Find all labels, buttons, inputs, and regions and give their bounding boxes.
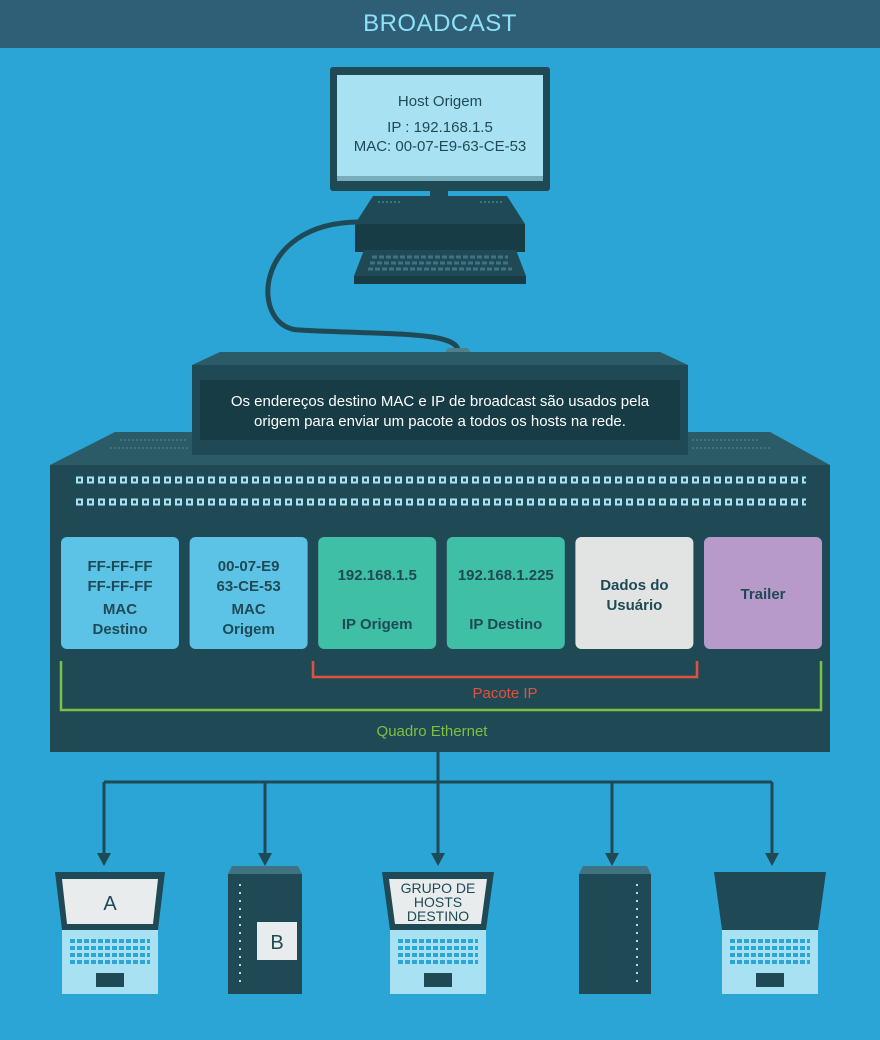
note-line-1: Os endereços destino MAC e IP de broadca…: [231, 393, 650, 410]
laptop-a-screen: [62, 879, 158, 924]
field-box: [61, 537, 179, 649]
ethernet-frame-label: Quadro Ethernet: [377, 723, 489, 740]
arrow-head-laptop: [765, 853, 779, 866]
switch-chassis-top: [50, 432, 830, 465]
arrow-heads: [97, 853, 779, 866]
host-server-2: [579, 866, 651, 994]
arrow-head-group: [431, 853, 445, 866]
cpu-unit-front: [355, 224, 525, 252]
screen-taskbar: [337, 176, 543, 181]
field-text: FF-FF-FF: [88, 558, 153, 575]
title-bar: BROADCAST: [0, 0, 880, 48]
laptop-group-screen: [389, 879, 487, 924]
monitor-title: Host Origem: [398, 93, 482, 110]
group-label-line-2: HOSTS: [414, 894, 462, 910]
arrow-head-b: [258, 853, 272, 866]
field-text: Trailer: [740, 586, 785, 603]
monitor-ip: IP : 192.168.1.5: [387, 119, 493, 136]
network-switch: Os endereços destino MAC e IP de broadca…: [50, 352, 830, 752]
field-text: 00-07-E9: [218, 558, 280, 575]
ethernet-frame-bracket: [59, 661, 823, 712]
laptop-5-keyboard: [730, 939, 810, 964]
field-text: Dados do: [600, 577, 668, 594]
note-line-2: origem para enviar um pacote a todos os …: [254, 413, 626, 430]
host-a-laptop: A: [55, 872, 165, 994]
switch-ports: [76, 476, 806, 506]
keyboard-keys: [368, 255, 512, 271]
server-b-top: [228, 866, 302, 874]
page-title: BROADCAST: [363, 10, 517, 37]
laptop-a-keyboard: [70, 939, 150, 964]
network-cable: [265, 219, 461, 353]
group-label-line-1: GRUPO DE: [401, 880, 476, 896]
field-box: [318, 537, 437, 649]
laptop-group-touchpad: [424, 973, 452, 987]
field-box: [189, 537, 308, 649]
laptop-group-keyboard: [398, 939, 478, 964]
laptop-a-touchpad: [96, 973, 124, 987]
field-mac-destino: FF-FF-FF FF-FF-FF MAC Destino: [61, 537, 179, 649]
host-laptop-5: [714, 872, 826, 994]
field-text: 192.168.1.5: [338, 567, 417, 584]
host-b-label: B: [270, 932, 283, 954]
field-ip-origem: 192.168.1.5 IP Origem: [318, 537, 437, 649]
server-2-body: [579, 874, 651, 994]
field-text: FF-FF-FF: [88, 578, 153, 595]
field-text: MAC: [232, 601, 266, 618]
field-text: 192.168.1.225: [458, 567, 554, 584]
host-b-server: B: [228, 866, 302, 994]
server-b-panel: [257, 922, 297, 960]
cpu-unit-top: [355, 196, 525, 224]
field-box: [446, 537, 565, 649]
field-dados-do-usuario: Dados do Usuário: [575, 537, 694, 649]
field-text: Origem: [222, 621, 275, 638]
group-label-line-3: DESTINO: [407, 908, 469, 924]
field-text: 63-CE-53: [216, 578, 280, 595]
field-mac-origem: 00-07-E9 63-CE-53 MAC Origem: [189, 537, 308, 649]
field-trailer: Trailer: [704, 537, 822, 649]
ethernet-frame-fields: FF-FF-FF FF-FF-FF MAC Destino 00-07-E9 63-CE-…: [61, 537, 822, 649]
ip-packet-bracket: [311, 661, 699, 679]
field-ip-destino: 192.168.1.225 IP Destino: [446, 537, 565, 649]
laptop-5-touchpad: [756, 973, 784, 987]
switch-top-module-lid: [192, 352, 688, 365]
host-a-label: A: [103, 893, 117, 915]
ip-packet-label: Pacote IP: [472, 685, 537, 702]
monitor-screen: [337, 75, 543, 181]
switch-chassis-front: [50, 465, 830, 752]
monitor-mac: MAC: 00-07-E9-63-CE-53: [354, 138, 527, 155]
arrow-head-server: [605, 853, 619, 866]
arrow-head-a: [97, 853, 111, 866]
keyboard-front: [354, 276, 526, 284]
host-group-laptop: GRUPO DE HOSTS DESTINO: [382, 872, 494, 994]
broadcast-arrows: [102, 752, 774, 856]
field-text: IP Origem: [342, 616, 413, 633]
field-text: MAC: [103, 601, 137, 618]
field-text: IP Destino: [469, 616, 542, 633]
field-box: [575, 537, 694, 649]
field-box: [704, 537, 822, 649]
chassis-vents: [110, 439, 772, 449]
field-text: Destino: [92, 621, 147, 638]
server-2-top: [579, 866, 651, 874]
source-host-computer: Host Origem IP : 192.168.1.5 MAC: 00-07-…: [330, 67, 550, 284]
field-text: Usuário: [606, 597, 662, 614]
note-panel: [200, 380, 680, 440]
laptop-5-lid: [714, 872, 826, 930]
